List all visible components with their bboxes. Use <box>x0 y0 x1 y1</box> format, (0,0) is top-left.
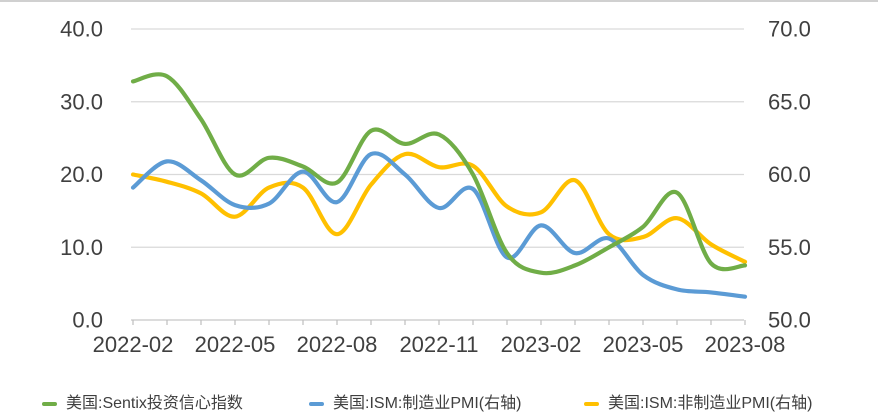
legend-item-manufacturing-pmi: 美国:ISM:制造业PMI(右轴) <box>309 393 521 415</box>
window-edge-strip <box>0 0 878 2</box>
x-axis-label: 2022-02 <box>93 332 174 357</box>
series-line-sentix <box>130 72 748 276</box>
x-axis-label: 2022-11 <box>399 332 478 357</box>
right-axis-tick-label: 55.0 <box>768 235 811 260</box>
series-line-nonmanufacturing-pmi <box>130 151 748 264</box>
x-axis-label: 2023-05 <box>603 332 684 357</box>
line-chart: 40.030.020.010.00.070.065.060.055.050.02… <box>60 17 811 358</box>
legend-label: 美国:ISM:非制造业PMI(右轴) <box>608 395 813 412</box>
left-axis-tick-label: 20.0 <box>60 162 103 187</box>
legend-swatch-green <box>42 402 57 406</box>
left-axis-tick-label: 40.0 <box>60 17 103 42</box>
left-axis-tick-label: 30.0 <box>60 89 103 114</box>
legend-swatch-blue <box>309 402 324 406</box>
legend-label: 美国:Sentix投资信心指数 <box>66 395 243 412</box>
right-axis-tick-label: 65.0 <box>768 89 811 114</box>
right-axis-tick-label: 50.0 <box>768 308 811 333</box>
right-axis-tick-label: 60.0 <box>768 162 811 187</box>
legend-swatch-gold <box>584 402 599 406</box>
series-line-manufacturing-pmi <box>130 151 748 299</box>
legend: 美国:Sentix投资信心指数 美国:ISM:制造业PMI(右轴) 美国:ISM… <box>0 393 878 415</box>
legend-item-nonmanufacturing-pmi: 美国:ISM:非制造业PMI(右轴) <box>584 393 812 415</box>
x-axis-label: 2023-02 <box>501 332 582 357</box>
legend-item-sentix: 美国:Sentix投资信心指数 <box>42 393 243 415</box>
legend-label: 美国:ISM:制造业PMI(右轴) <box>333 395 522 412</box>
x-axis-label: 2023-08 <box>705 332 786 357</box>
left-axis-tick-label: 10.0 <box>60 235 103 260</box>
left-axis-tick-label: 0.0 <box>72 308 103 333</box>
x-axis-label: 2022-05 <box>195 332 276 357</box>
x-axis-label: 2022-08 <box>297 332 378 357</box>
right-axis-tick-label: 70.0 <box>768 17 811 42</box>
